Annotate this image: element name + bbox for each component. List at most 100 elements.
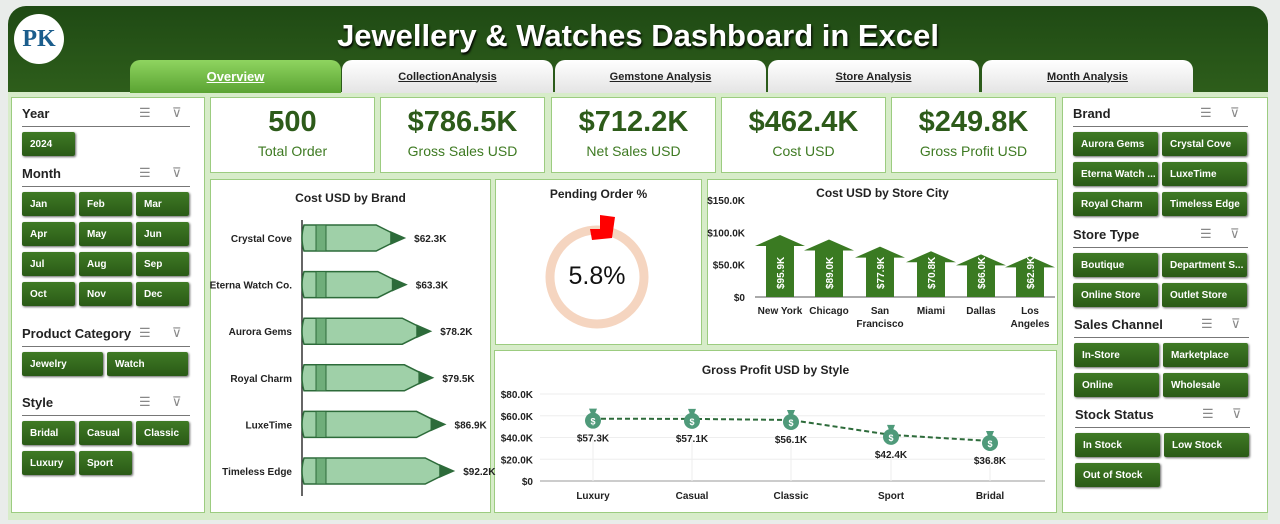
dollar-glyph: $ [788, 418, 793, 428]
multi-select-icon[interactable]: ☰ [139, 105, 151, 120]
multi-select-icon[interactable]: ☰ [139, 325, 151, 340]
slicer-item-month[interactable]: Nov [79, 282, 132, 306]
divider [1074, 337, 1249, 338]
slicer-item-stock[interactable]: In Stock [1075, 433, 1160, 457]
clear-filter-icon[interactable]: ⊽ [172, 394, 182, 409]
slicer-item-channel[interactable]: Wholesale [1163, 373, 1248, 397]
clear-filter-icon[interactable]: ⊽ [1232, 406, 1242, 421]
data-label: $63.3K [416, 281, 449, 292]
category-label: Bridal [976, 491, 1005, 502]
category-label: Angeles [1011, 319, 1050, 330]
data-label: $62.3K [414, 234, 447, 245]
multi-select-icon[interactable]: ☰ [1202, 406, 1214, 421]
pencil-band [315, 364, 327, 392]
chart-title: Pending Order % [549, 187, 648, 201]
tab-overview[interactable]: Overview [130, 60, 341, 93]
slicer-item-store-type[interactable]: Department S... [1162, 253, 1247, 277]
divider [22, 415, 190, 416]
slicer-item-brand[interactable]: Royal Charm [1073, 192, 1158, 216]
kpi-card: 500 Total Order [210, 97, 375, 173]
arrow-bar [956, 254, 1006, 297]
clear-filter-icon[interactable]: ⊽ [1230, 226, 1240, 241]
slicer-item-style[interactable]: Bridal [22, 421, 75, 445]
slicer-item-month[interactable]: Jan [22, 192, 75, 216]
slicer-item-month[interactable]: Jun [136, 222, 189, 246]
data-label: $86.9K [455, 420, 488, 431]
slicer-item-month[interactable]: Dec [136, 282, 189, 306]
clear-filter-icon[interactable]: ⊽ [172, 325, 182, 340]
money-bag-top [688, 408, 696, 414]
kpi-value: $249.8K [918, 106, 1029, 138]
money-bag-icon [883, 428, 899, 445]
clear-filter-icon[interactable]: ⊽ [172, 105, 182, 120]
pencil-tip [416, 324, 433, 339]
multi-select-icon[interactable]: ☰ [139, 394, 151, 409]
slicer-item-category[interactable]: Watch [107, 352, 188, 376]
pending-order-value: 5.8% [568, 262, 626, 290]
tab-store-analysis[interactable]: Store Analysis [768, 60, 979, 93]
slicer-title-year: Year [22, 106, 50, 121]
multi-select-icon[interactable]: ☰ [1200, 105, 1212, 120]
tab-gemstone-analysis[interactable]: Gemstone Analysis [555, 60, 766, 93]
multi-select-icon[interactable]: ☰ [1200, 226, 1212, 241]
y-tick: $50.0K [713, 261, 746, 272]
pending-pointer [590, 215, 615, 240]
slicer-item-month[interactable]: Sep [136, 252, 189, 276]
slicer-item-channel[interactable]: In-Store [1074, 343, 1159, 367]
slicer-item-brand[interactable]: Timeless Edge [1162, 192, 1247, 216]
dollar-glyph: $ [590, 417, 595, 427]
slicer-item-month[interactable]: Feb [79, 192, 132, 216]
slicer-item-brand[interactable]: LuxeTime [1162, 162, 1247, 186]
category-label: Francisco [856, 319, 903, 330]
slicer-item-month[interactable]: Jul [22, 252, 75, 276]
slicer-item-stock[interactable]: Low Stock [1164, 433, 1249, 457]
slicer-title-store-type: Store Type [1073, 227, 1140, 242]
slicer-item-year[interactable]: 2024 [22, 132, 75, 156]
dollar-glyph: $ [689, 417, 694, 427]
divider [22, 186, 190, 187]
arrow-bar [804, 239, 854, 297]
slicer-item-style[interactable]: Sport [79, 451, 132, 475]
kpi-card: $786.5K Gross Sales USD [380, 97, 545, 173]
tab-month-analysis[interactable]: Month Analysis [982, 60, 1193, 93]
slicer-item-style[interactable]: Classic [136, 421, 189, 445]
slicer-item-month[interactable]: Apr [22, 222, 75, 246]
slicer-item-stock[interactable]: Out of Stock [1075, 463, 1160, 487]
data-label: $66.0K [977, 256, 988, 289]
data-label: $57.3K [577, 434, 610, 445]
category-label: Eterna Watch Co. [210, 281, 293, 292]
slicer-item-channel[interactable]: Marketplace [1163, 343, 1248, 367]
multi-select-icon[interactable]: ☰ [139, 165, 151, 180]
data-label: $57.1K [676, 434, 709, 445]
y-tick: $100.0K [707, 228, 746, 239]
data-label: $79.5K [442, 374, 475, 385]
tab-collectionanalysis[interactable]: CollectionAnalysis [342, 60, 553, 93]
multi-select-icon[interactable]: ☰ [1201, 316, 1213, 331]
clear-filter-icon[interactable]: ⊽ [1230, 105, 1240, 120]
money-bag-top [589, 408, 597, 414]
slicer-item-month[interactable]: Mar [136, 192, 189, 216]
y-tick: $80.0K [501, 390, 534, 401]
slicer-item-style[interactable]: Casual [79, 421, 132, 445]
money-bag-icon [982, 434, 998, 451]
slicer-item-month[interactable]: May [79, 222, 132, 246]
divider [1075, 427, 1250, 428]
slicer-item-brand[interactable]: Aurora Gems [1073, 132, 1158, 156]
slicer-item-store-type[interactable]: Online Store [1073, 283, 1158, 307]
slicer-item-style[interactable]: Luxury [22, 451, 75, 475]
slicer-item-brand[interactable]: Eterna Watch ... [1073, 162, 1158, 186]
slicer-item-month[interactable]: Aug [79, 252, 132, 276]
slicer-item-store-type[interactable]: Outlet Store [1162, 283, 1247, 307]
slicer-item-category[interactable]: Jewelry [22, 352, 103, 376]
slicer-item-month[interactable]: Oct [22, 282, 75, 306]
clear-filter-icon[interactable]: ⊽ [172, 165, 182, 180]
money-bag-icon [684, 412, 700, 429]
kpi-card: $249.8K Gross Profit USD [891, 97, 1056, 173]
slicer-item-brand[interactable]: Crystal Cove [1162, 132, 1247, 156]
clear-filter-icon[interactable]: ⊽ [1231, 316, 1241, 331]
arrow-bar [755, 234, 805, 297]
slicer-item-channel[interactable]: Online [1074, 373, 1159, 397]
slicer-item-store-type[interactable]: Boutique [1073, 253, 1158, 277]
y-tick: $0 [734, 293, 746, 304]
chart-title: Gross Profit USD by Style [701, 363, 850, 377]
